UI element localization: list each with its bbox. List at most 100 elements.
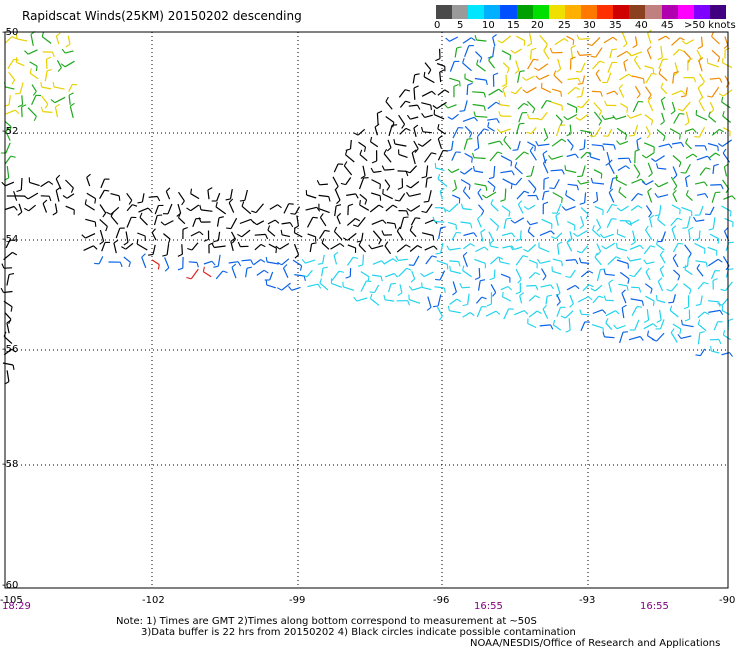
wind-barb-tick [336, 199, 341, 205]
wind-barb [321, 242, 330, 250]
wind-barb [164, 257, 170, 269]
wind-barb [86, 177, 91, 187]
wind-barb-tick [81, 234, 86, 239]
wind-barb [708, 115, 717, 123]
wind-barb [115, 227, 121, 239]
wind-barb [659, 268, 664, 278]
wind-barb-tick [274, 219, 280, 224]
lat-label-60: -60 [2, 580, 19, 591]
wind-barb-tick [509, 245, 514, 251]
wind-barb [425, 165, 429, 177]
wind-barb-tick [549, 47, 553, 54]
wind-barb [594, 284, 603, 292]
wind-barb [657, 219, 666, 227]
wind-barb [631, 75, 644, 80]
wind-barb-tick [535, 140, 539, 146]
wind-barb-tick [586, 151, 592, 155]
wind-barb [685, 39, 695, 45]
wind-barb [474, 51, 483, 59]
wind-barb [110, 215, 119, 225]
wind-barb [616, 50, 628, 58]
wind-barb [609, 49, 613, 59]
wind-barb-tick [553, 70, 557, 76]
wind-barb-tick [157, 214, 163, 217]
wind-barb [671, 37, 681, 46]
wind-barb [722, 152, 730, 163]
speed-color-legend [436, 5, 726, 21]
wind-barb [584, 192, 587, 203]
wind-barb [267, 229, 276, 237]
wind-barb [474, 258, 486, 264]
wind-barb [20, 177, 23, 191]
wind-barb [722, 115, 732, 123]
wind-barb-tick [711, 31, 715, 37]
wind-barb [711, 192, 716, 203]
wind-barb-tick [177, 267, 183, 271]
wind-barb [207, 189, 210, 200]
wind-barb [239, 218, 252, 225]
wind-barb [464, 167, 473, 175]
wind-barb-tick [435, 252, 441, 255]
wind-barb-tick [563, 38, 569, 42]
wind-barb [517, 204, 524, 214]
note-line-2: 3)Data buffer is 22 hrs from 20150202 4)… [141, 627, 576, 638]
wind-barb-tick [484, 246, 489, 251]
wind-barb-tick [707, 95, 713, 98]
wind-barb [527, 58, 534, 70]
wind-barb [657, 194, 669, 198]
wind-barb [660, 45, 663, 58]
wind-barb-tick [378, 239, 382, 245]
wind-barb [4, 205, 15, 211]
wind-barb-tick [692, 153, 698, 158]
wind-barb-tick [469, 132, 473, 138]
wind-barb-tick [69, 102, 75, 107]
wind-barb [515, 255, 524, 266]
wind-barb-tick [432, 235, 435, 241]
wind-barb-tick [670, 328, 675, 333]
wind-barb-tick [534, 146, 536, 152]
wind-barb [487, 101, 497, 110]
wind-barb-tick [564, 165, 567, 171]
wind-barb-tick [333, 251, 339, 256]
wind-barb [538, 143, 550, 147]
wind-barb-tick [496, 128, 501, 133]
wind-barb [487, 126, 495, 132]
wind-barb-tick [385, 96, 389, 102]
wind-barb [362, 254, 365, 265]
wind-barb [657, 167, 667, 170]
wind-barb-tick [459, 81, 461, 87]
wind-barb [360, 280, 367, 292]
wind-barb [268, 243, 277, 249]
wind-barb [708, 258, 719, 267]
wind-barb-tick [447, 305, 450, 311]
wind-barb-tick [319, 213, 324, 218]
wind-barb [241, 205, 252, 215]
wind-barb [371, 245, 384, 250]
wind-barb [230, 241, 234, 252]
wind-barb-tick [673, 174, 678, 180]
wind-barb [384, 272, 395, 278]
wind-barb-tick [670, 110, 676, 115]
wind-barb [580, 151, 588, 159]
wind-barb-tick [121, 246, 126, 250]
wind-barb [84, 203, 95, 211]
wind-barb-tick [393, 273, 399, 278]
wind-barb-tick [241, 201, 245, 207]
wind-barb-tick [514, 69, 520, 75]
wind-barb-tick [202, 266, 205, 272]
wind-barb [4, 120, 12, 128]
wind-barb [477, 192, 483, 201]
wind-barb [685, 153, 694, 159]
wind-barb-tick [413, 124, 419, 129]
wind-barb-tick [697, 319, 701, 325]
wind-barb-tick [499, 140, 504, 146]
wind-barb [671, 228, 677, 241]
wind-barb [723, 334, 731, 341]
wind-barb-tick [698, 96, 703, 102]
wind-barb-tick [406, 191, 410, 197]
wind-barb [241, 259, 251, 262]
wind-barb [54, 106, 59, 118]
wind-barb [347, 244, 356, 249]
wind-barb-tick [397, 292, 403, 297]
wind-barb [684, 269, 693, 276]
